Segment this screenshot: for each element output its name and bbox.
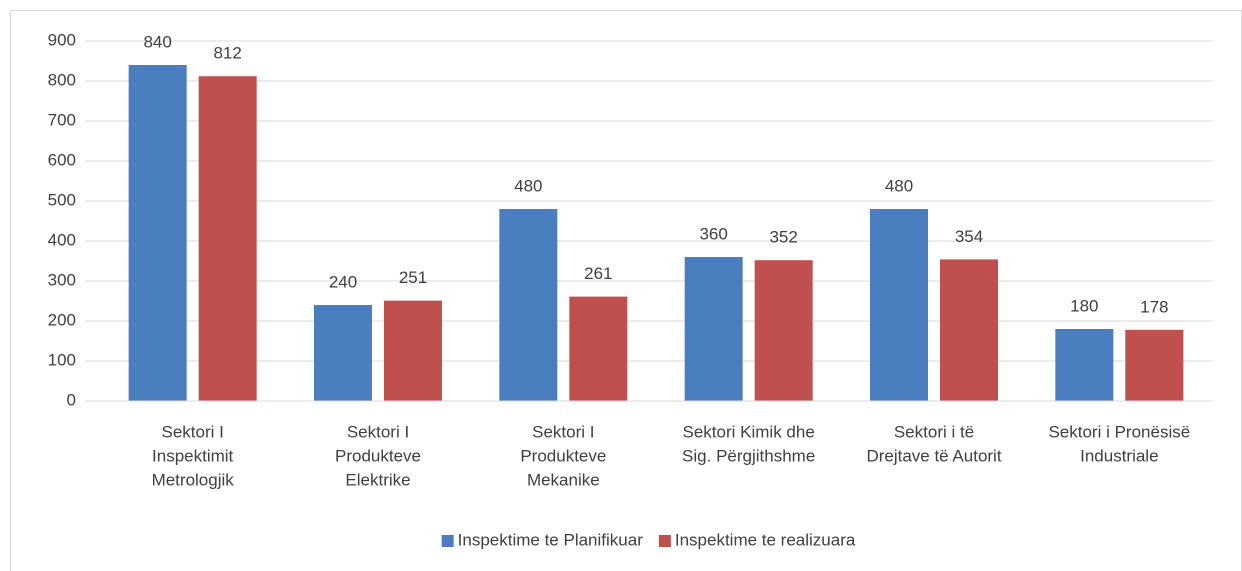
data-label: 240 [329, 272, 357, 291]
legend-item: Inspektime te Planifikuar [441, 530, 644, 549]
y-tick-label: 100 [48, 350, 76, 369]
y-tick-label: 0 [67, 390, 76, 409]
y-tick-label: 500 [48, 190, 76, 209]
x-tick-label: Sektori I [161, 422, 223, 441]
y-tick-label: 600 [48, 150, 76, 169]
x-tick-label: Elektrike [345, 470, 410, 489]
bar [1055, 329, 1114, 401]
data-label: 251 [399, 268, 427, 287]
x-tick-label: Sektori I [347, 422, 409, 441]
x-tick-label: Drejtave të Autorit [866, 446, 1001, 465]
data-label: 360 [699, 224, 727, 243]
legend-swatch [441, 535, 454, 547]
x-tick-label: Mekanike [527, 470, 600, 489]
x-tick-label: Sig. Përgjithshme [682, 446, 815, 465]
x-tick-label: Produkteve [520, 446, 606, 465]
data-label: 354 [955, 227, 983, 246]
bar [870, 209, 928, 401]
data-label: 180 [1070, 296, 1098, 315]
legend-item: Inspektime te realizuara [658, 530, 856, 549]
data-label: 480 [885, 176, 913, 195]
data-label: 480 [514, 176, 542, 195]
bar [1125, 329, 1184, 401]
data-label: 840 [143, 32, 171, 51]
bar [754, 260, 813, 401]
x-tick-label: Industriale [1080, 446, 1158, 465]
data-label: 178 [1140, 297, 1168, 316]
data-label: 812 [213, 44, 241, 63]
x-tick-label: Inspektimit [152, 446, 234, 465]
bar [499, 209, 558, 401]
x-tick-label: Sektori i të [894, 422, 974, 441]
legend-label: Inspektime te realizuara [675, 530, 856, 549]
y-tick-label: 200 [48, 310, 76, 329]
x-tick-label: Sektori Kimik dhe [683, 422, 815, 441]
bar [569, 296, 628, 401]
legend-label: Inspektime te Planifikuar [458, 530, 644, 549]
bar [384, 300, 442, 401]
bar [314, 305, 372, 401]
y-tick-label: 300 [48, 270, 76, 289]
y-tick-label: 700 [48, 110, 76, 129]
y-tick-label: 400 [48, 230, 76, 249]
data-label: 261 [584, 264, 612, 283]
x-tick-label: Sektori I [532, 422, 594, 441]
x-tick-label: Sektori i Pronësisë [1048, 422, 1190, 441]
bar [198, 76, 257, 401]
y-tick-label: 800 [48, 70, 76, 89]
legend-swatch [658, 535, 671, 547]
bar [940, 259, 998, 401]
x-tick-label: Produkteve [335, 446, 421, 465]
y-tick-label: 900 [48, 30, 76, 49]
bar [128, 65, 187, 401]
bar [684, 257, 743, 401]
x-tick-label: Metrologjik [152, 470, 235, 489]
data-label: 352 [769, 228, 797, 247]
